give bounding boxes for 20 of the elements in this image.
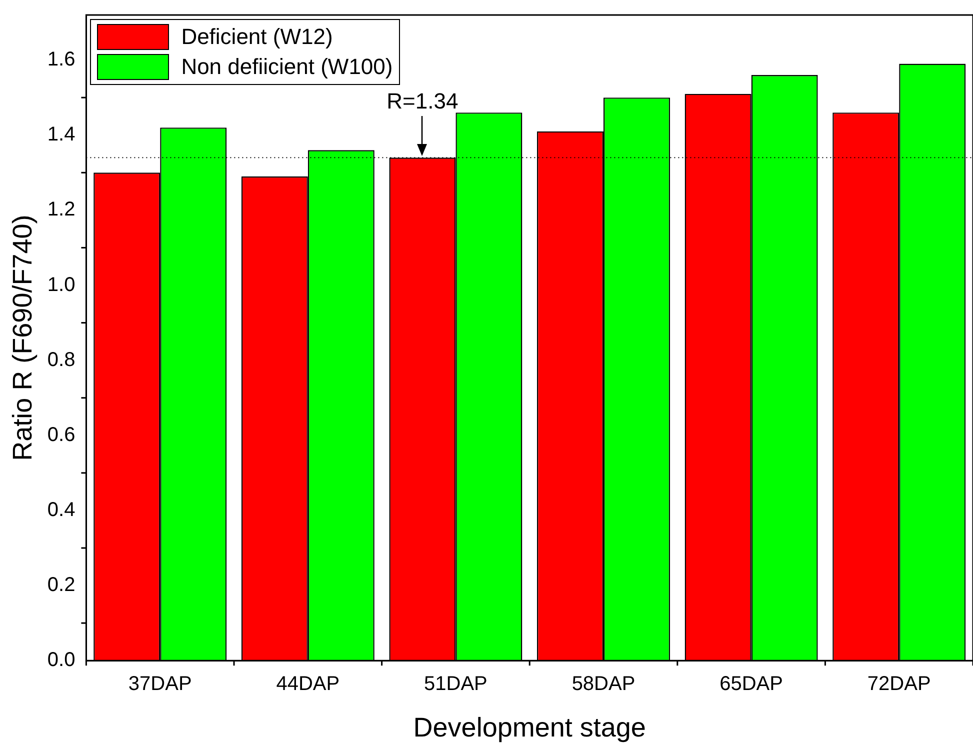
legend-label: Deficient (W12) xyxy=(181,24,333,50)
x-tick-label: 44DAP xyxy=(276,673,340,696)
x-axis-title: Development stage xyxy=(413,712,646,742)
x-tick-label: 37DAP xyxy=(128,673,192,696)
y-tick-label: 0.0 xyxy=(47,649,76,672)
text: Non defiicient (W100) xyxy=(181,54,393,80)
x-tick-label: 72DAP xyxy=(867,673,931,696)
annotation: R=1.34 xyxy=(386,88,458,114)
y-tick-label: 1.2 xyxy=(47,198,76,221)
y-tick-label: 0.2 xyxy=(47,574,76,596)
x-tick-label: 58DAP xyxy=(572,673,636,696)
y-axis-title: Ratio R (F690/F740) xyxy=(8,214,38,461)
x-tick-label: 51DAP xyxy=(424,673,488,696)
y-tick-label: 1.4 xyxy=(47,124,76,146)
y-tick-label: 0.8 xyxy=(47,348,76,371)
y-tick-label: 0.4 xyxy=(47,498,76,521)
y-tick-label: 1.6 xyxy=(47,48,76,71)
y-tick-label: 0.6 xyxy=(47,424,76,446)
x-tick-label: 65DAP xyxy=(720,673,783,696)
y-tick-label: 1.0 xyxy=(47,274,76,296)
